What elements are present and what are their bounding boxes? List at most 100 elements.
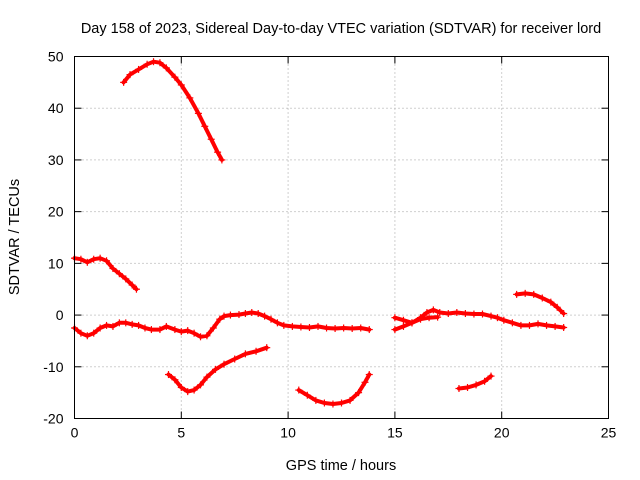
data-point [122, 275, 130, 283]
data-point [534, 320, 542, 328]
data-point [348, 325, 356, 333]
data-point [461, 310, 469, 318]
data-point [77, 255, 85, 263]
data-point [207, 135, 215, 143]
data-point [115, 270, 123, 278]
data-point [338, 399, 345, 407]
data-point [399, 316, 407, 324]
data-point [162, 322, 170, 330]
data-point [425, 314, 433, 322]
data-point [508, 319, 516, 327]
data-point [220, 312, 228, 320]
data-point [171, 376, 179, 384]
data-point [444, 310, 452, 318]
data-point [128, 281, 136, 289]
data-point [547, 298, 555, 306]
data-point [280, 321, 288, 329]
data-point [417, 315, 425, 323]
data-point [355, 389, 363, 397]
data-point [241, 350, 249, 358]
data-point [513, 290, 521, 298]
data-point [83, 332, 91, 340]
data-point [261, 312, 269, 320]
data-point [455, 385, 463, 393]
data-point [530, 290, 538, 298]
y-tick-label: 0 [56, 307, 64, 323]
data-point [194, 109, 202, 117]
data-point [429, 306, 437, 314]
data-point [305, 323, 313, 331]
data-point [481, 377, 489, 385]
data-point [312, 396, 320, 404]
data-point [150, 58, 158, 66]
data-point [423, 308, 431, 316]
data-point [162, 64, 170, 72]
data-point [120, 78, 128, 86]
data-point [103, 257, 111, 265]
data-point [164, 371, 172, 379]
series-arc-9 [457, 374, 493, 391]
data-point [464, 383, 472, 391]
x-tick-label: 10 [280, 425, 296, 441]
data-point [177, 383, 185, 391]
x-tick-label: 0 [71, 425, 79, 441]
data-point [391, 326, 399, 334]
data-point [295, 386, 303, 394]
y-tick-label: -20 [43, 411, 63, 427]
data-point [171, 73, 179, 81]
data-point [408, 319, 416, 327]
data-point [156, 326, 164, 334]
y-tick-label: 20 [48, 204, 64, 220]
data-point [551, 322, 559, 330]
data-point [231, 355, 239, 363]
data-point [273, 319, 281, 327]
data-point [357, 324, 365, 332]
data-point [493, 314, 501, 322]
x-tick-label: 5 [177, 425, 185, 441]
data-point [252, 347, 260, 355]
data-point [314, 322, 322, 330]
data-point [560, 323, 568, 331]
data-point [126, 71, 134, 79]
data-point [201, 122, 209, 130]
data-point [109, 322, 117, 330]
y-tick-label: 10 [48, 255, 64, 271]
data-point [147, 326, 155, 334]
data-point [543, 321, 551, 329]
data-point [186, 94, 194, 102]
data-point [156, 59, 164, 67]
data-point [135, 65, 143, 73]
data-point [197, 381, 205, 389]
axis-ticks: 0 5 10 15 20 25 -20 -10 0 10 20 30 40 50 [43, 49, 616, 441]
series-arc-6 [514, 291, 566, 316]
y-axis-title: SDTVAR / TECUs [7, 179, 23, 295]
data-point [487, 312, 495, 320]
data-point [434, 313, 442, 321]
data-point [391, 314, 399, 322]
y-tick-label: 30 [48, 152, 64, 168]
y-tick-label: 40 [48, 100, 64, 116]
data-point [190, 386, 198, 394]
data-point [487, 372, 495, 380]
grid [74, 56, 609, 419]
data-point [472, 381, 480, 389]
x-tick-label: 25 [601, 425, 617, 441]
data-point [115, 319, 123, 327]
data-point [365, 326, 373, 334]
data-point [538, 294, 546, 302]
data-point [254, 310, 262, 318]
data-point [288, 322, 296, 330]
series-arc-2 [72, 256, 139, 292]
data-point [525, 321, 533, 329]
data-point [141, 324, 149, 332]
data-point [83, 258, 91, 266]
data-point [96, 324, 104, 332]
data-point [143, 60, 151, 68]
data-point [203, 373, 211, 381]
data-point [190, 329, 198, 337]
data-point [470, 310, 478, 318]
data-point [560, 310, 568, 318]
data-point [122, 319, 130, 327]
data-point [361, 378, 369, 386]
data-point [209, 324, 217, 332]
